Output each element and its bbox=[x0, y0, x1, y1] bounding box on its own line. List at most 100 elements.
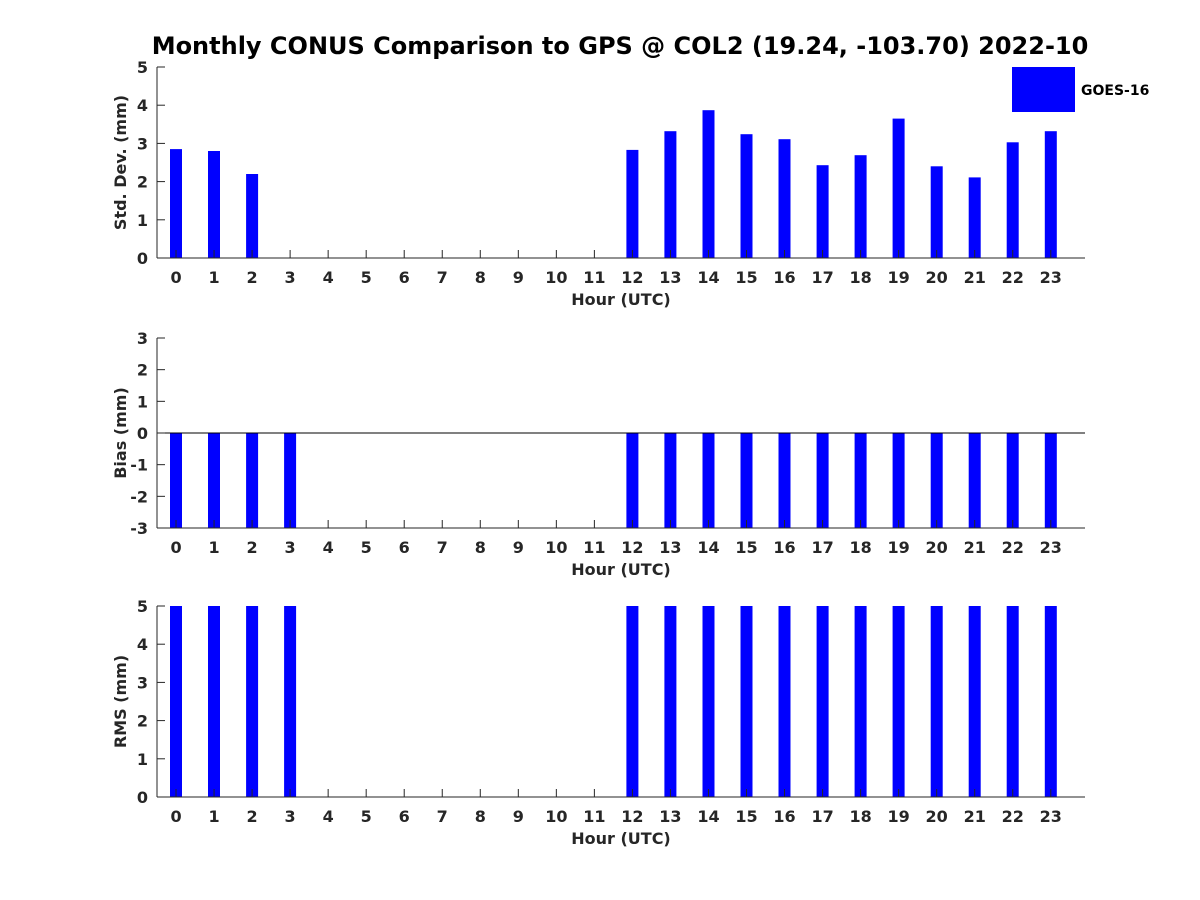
x-tick-label: 0 bbox=[170, 268, 181, 287]
y-tick-label: 5 bbox=[137, 597, 148, 616]
x-tick-label: 0 bbox=[170, 538, 181, 557]
x-tick-label: 22 bbox=[1002, 268, 1024, 287]
legend-swatch bbox=[1012, 67, 1075, 112]
x-tick-label: 16 bbox=[773, 538, 795, 557]
x-tick-label: 7 bbox=[437, 807, 448, 826]
x-tick-label: 12 bbox=[621, 807, 643, 826]
bar-std-dev-hour-17 bbox=[816, 165, 829, 258]
bar-rms-hour-18 bbox=[854, 606, 867, 797]
x-tick-label: 17 bbox=[811, 807, 833, 826]
x-tick-label: 3 bbox=[285, 807, 296, 826]
y-tick-label: -2 bbox=[130, 487, 148, 506]
x-tick-label: 9 bbox=[513, 807, 524, 826]
bar-rms-hour-23 bbox=[1044, 606, 1057, 797]
bar-rms-hour-3 bbox=[284, 606, 297, 797]
y-tick-label: 3 bbox=[137, 673, 148, 692]
x-tick-label: 15 bbox=[735, 268, 757, 287]
x-tick-label: 16 bbox=[773, 807, 795, 826]
bar-std-dev-hour-20 bbox=[930, 166, 943, 258]
y-tick-label: 4 bbox=[137, 96, 148, 115]
x-tick-label: 16 bbox=[773, 268, 795, 287]
bar-bias-hour-22 bbox=[1006, 433, 1019, 528]
y-tick-label: 3 bbox=[137, 134, 148, 153]
bar-rms-hour-1 bbox=[208, 606, 220, 797]
x-tick-label: 1 bbox=[208, 807, 219, 826]
bar-rms-hour-14 bbox=[702, 606, 715, 797]
x-tick-label: 6 bbox=[399, 807, 410, 826]
x-tick-label: 20 bbox=[926, 807, 948, 826]
bar-rms-hour-19 bbox=[892, 606, 905, 797]
bar-std-dev-hour-19 bbox=[892, 118, 905, 258]
x-tick-label: 8 bbox=[475, 538, 486, 557]
x-tick-label: 19 bbox=[888, 807, 910, 826]
bar-rms-hour-21 bbox=[968, 606, 981, 797]
bar-bias-hour-2 bbox=[246, 433, 259, 528]
y-axis-label: RMS (mm) bbox=[111, 655, 130, 748]
bar-rms-hour-17 bbox=[816, 606, 829, 797]
bar-rms-hour-13 bbox=[664, 606, 677, 797]
x-tick-label: 12 bbox=[621, 268, 643, 287]
x-tick-label: 12 bbox=[621, 538, 643, 557]
y-tick-label: 0 bbox=[137, 788, 148, 807]
x-axis-label: Hour (UTC) bbox=[571, 829, 671, 848]
bar-std-dev-hour-14 bbox=[702, 110, 715, 258]
bar-rms-hour-2 bbox=[246, 606, 259, 797]
x-tick-label: 4 bbox=[323, 268, 334, 287]
x-tick-label: 5 bbox=[361, 268, 372, 287]
legend-label: GOES-16 bbox=[1081, 83, 1149, 99]
x-tick-label: 18 bbox=[849, 268, 871, 287]
bar-rms-hour-12 bbox=[626, 606, 639, 797]
y-axis-label: Bias (mm) bbox=[111, 387, 130, 479]
bar-bias-hour-13 bbox=[664, 433, 677, 528]
y-tick-label: 4 bbox=[137, 635, 148, 654]
y-tick-label: -1 bbox=[130, 456, 148, 475]
x-tick-label: 14 bbox=[697, 268, 719, 287]
bar-bias-hour-21 bbox=[968, 433, 981, 528]
bar-bias-hour-23 bbox=[1044, 433, 1057, 528]
x-axis-label: Hour (UTC) bbox=[571, 290, 671, 309]
x-tick-label: 3 bbox=[285, 268, 296, 287]
x-tick-label: 14 bbox=[697, 807, 719, 826]
x-tick-label: 2 bbox=[247, 268, 258, 287]
x-tick-label: 8 bbox=[475, 268, 486, 287]
x-tick-label: 23 bbox=[1040, 538, 1062, 557]
bar-std-dev-hour-15 bbox=[740, 134, 753, 258]
x-tick-label: 17 bbox=[811, 538, 833, 557]
x-tick-label: 22 bbox=[1002, 538, 1024, 557]
bar-std-dev-hour-18 bbox=[854, 155, 867, 258]
x-tick-label: 13 bbox=[659, 268, 681, 287]
x-tick-label: 2 bbox=[247, 538, 258, 557]
x-tick-label: 11 bbox=[583, 538, 605, 557]
x-tick-label: 8 bbox=[475, 807, 486, 826]
x-tick-label: 1 bbox=[208, 538, 219, 557]
x-tick-label: 0 bbox=[170, 807, 181, 826]
bar-bias-hour-16 bbox=[778, 433, 791, 528]
bar-std-dev-hour-1 bbox=[208, 151, 220, 258]
bar-bias-hour-20 bbox=[930, 433, 943, 528]
x-tick-label: 2 bbox=[247, 807, 258, 826]
x-tick-label: 21 bbox=[964, 538, 986, 557]
bar-rms-hour-0 bbox=[170, 606, 182, 797]
x-tick-label: 13 bbox=[659, 807, 681, 826]
bar-bias-hour-3 bbox=[284, 433, 297, 528]
x-tick-label: 23 bbox=[1040, 807, 1062, 826]
x-tick-label: 9 bbox=[513, 538, 524, 557]
x-tick-label: 4 bbox=[323, 538, 334, 557]
bar-rms-hour-15 bbox=[740, 606, 753, 797]
bar-std-dev-hour-23 bbox=[1044, 131, 1057, 258]
x-tick-label: 18 bbox=[849, 807, 871, 826]
x-tick-label: 1 bbox=[208, 268, 219, 287]
bar-rms-hour-22 bbox=[1006, 606, 1019, 797]
x-tick-label: 22 bbox=[1002, 807, 1024, 826]
bar-bias-hour-14 bbox=[702, 433, 715, 528]
bar-std-dev-hour-21 bbox=[968, 177, 981, 258]
x-tick-label: 13 bbox=[659, 538, 681, 557]
x-tick-label: 14 bbox=[697, 538, 719, 557]
x-tick-label: 20 bbox=[926, 268, 948, 287]
x-tick-label: 5 bbox=[361, 807, 372, 826]
bar-std-dev-hour-12 bbox=[626, 149, 639, 258]
x-tick-label: 9 bbox=[513, 268, 524, 287]
